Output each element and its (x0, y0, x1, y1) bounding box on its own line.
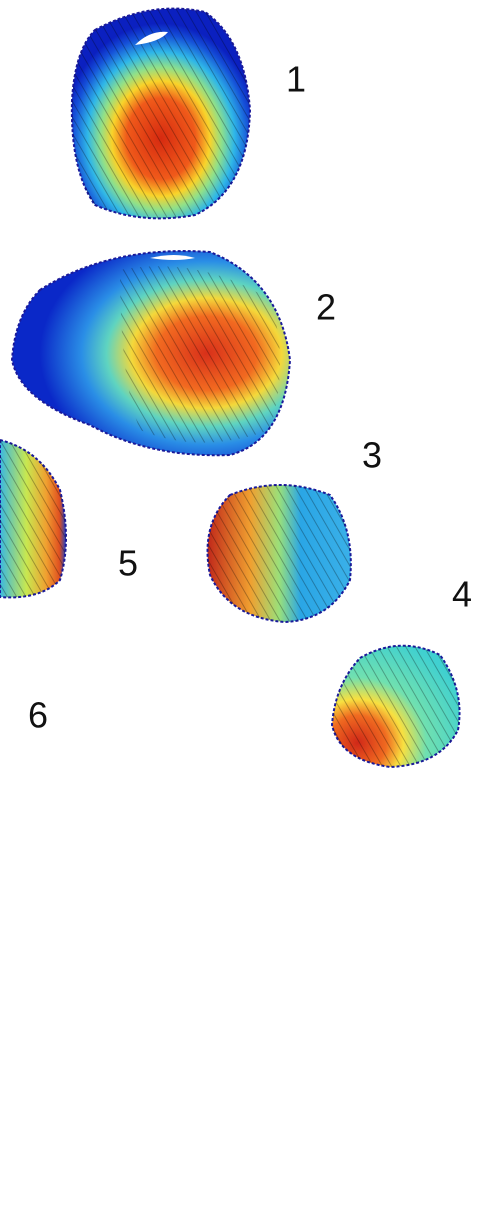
panel-label: 6 (28, 695, 48, 736)
flow-map-3 (208, 485, 351, 622)
flow-map-2 (12, 251, 290, 455)
flow-map-1 (72, 9, 250, 219)
flow-map-4 (332, 646, 460, 767)
figure: 1 2 3 4 5 6 (0, 0, 477, 1230)
panel-label: 1 (286, 59, 306, 100)
panel-label: 2 (316, 287, 336, 328)
panel-label: 5 (118, 543, 138, 584)
panel-label: 3 (362, 435, 382, 476)
flow-map-5 (0, 440, 66, 597)
panel-label: 4 (452, 574, 472, 615)
